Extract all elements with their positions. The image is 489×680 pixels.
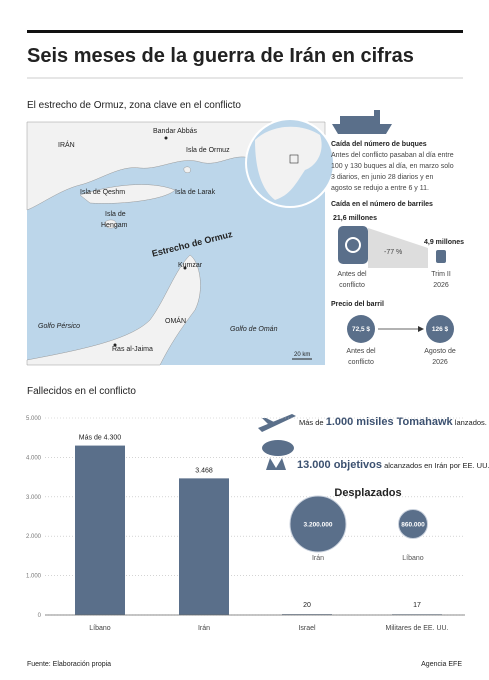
price-circle (426, 315, 454, 343)
bar (75, 445, 125, 615)
value-label: 3.200.000 (304, 522, 333, 529)
ships-text: Antes del conflicto pasaban al día entre (331, 152, 454, 159)
map-label: Isla de Ormuz (186, 147, 230, 154)
ships-text: agosto se redujo a entre 6 y 11. (331, 185, 429, 192)
annotation: 13.000 objetivos alcanzados en Irán por … (297, 459, 489, 471)
price-before: 72,5 $ (352, 326, 370, 333)
missile-icon (258, 414, 296, 432)
ships-title: Caída del número de buques (331, 141, 427, 148)
bar (179, 478, 229, 615)
ships-text: 3 diarios, en junio 28 diarios y en (331, 174, 433, 181)
explosion-icon (262, 440, 294, 470)
top-rule (27, 30, 463, 33)
barrels-label: Antes del (337, 271, 367, 278)
price-label: Agosto de (424, 348, 456, 355)
scale-label: 20 km (294, 352, 310, 358)
value-label: 3.468 (195, 467, 213, 474)
price-label: conflicto (348, 359, 374, 366)
x-tick-label: Líbano (89, 625, 111, 632)
map-label: OMÁN (165, 316, 186, 325)
price-circle (347, 315, 375, 343)
barrels-before: 21,6 millones (333, 215, 377, 222)
y-tick-label: 0 (38, 613, 42, 619)
source: Fuente: Elaboración propia (27, 661, 111, 668)
map-title: El estrecho de Ormuz, zona clave en el c… (27, 100, 241, 111)
price-after: 126 $ (432, 326, 449, 333)
y-tick-label: 3.000 (26, 495, 42, 501)
bubble-label: Líbano (402, 555, 424, 562)
annotation: Más de 1.000 misiles Tomahawk lanzados. (299, 416, 487, 428)
x-tick-label: Irán (198, 625, 210, 632)
map-label: Golfo de Omán (230, 326, 278, 333)
bubble (397, 508, 429, 540)
barrels-label: Trim II (431, 271, 451, 278)
bubble (289, 495, 347, 553)
map-label: IRÁN (58, 140, 75, 149)
decline-shape (368, 228, 428, 268)
value-label: Más de 4.300 (79, 435, 122, 442)
x-tick-label: Militares de EE. UU. (385, 625, 448, 632)
y-tick-label: 1.000 (26, 574, 42, 580)
map-label: Bandar Abbás (153, 128, 197, 135)
ships-text: 100 y 130 buques al día, en marzo solo (331, 163, 454, 170)
barrels-label: conflicto (339, 282, 365, 289)
chart-title: Fallecidos en el conflicto (27, 386, 136, 397)
map-label: Isla de Qeshm (80, 189, 125, 196)
y-tick-label: 4.000 (26, 455, 42, 461)
map-label: Isla de Larak (175, 189, 216, 196)
y-tick-label: 5.000 (26, 416, 42, 422)
bubble-label: Irán (312, 555, 324, 562)
map-label: Kumzar (178, 262, 203, 269)
title: Seis meses de la guerra de Irán en cifra… (27, 45, 414, 67)
map-label: Golfo Pérsico (38, 323, 80, 330)
arrow-head (418, 326, 424, 332)
ship-icon (332, 110, 392, 134)
map-label: Isla de (105, 211, 126, 218)
barrels-after: 4,9 millones (424, 239, 464, 246)
barrels-label: 2026 (433, 282, 449, 289)
bubble-title: Desplazados (334, 487, 401, 499)
value-label: 860.000 (401, 522, 425, 529)
value-label: 20 (303, 602, 311, 609)
x-tick-label: Israel (298, 625, 316, 632)
map (26, 118, 335, 366)
price-title: Precio del barril (331, 301, 384, 308)
price-label: Antes del (346, 348, 376, 355)
map-label: Ras al-Jaima (112, 346, 153, 353)
barrels-title: Caída en el número de barriles (331, 201, 433, 208)
price-label: 2026 (432, 359, 448, 366)
barrel-icon (436, 250, 446, 263)
value-label: 17 (413, 602, 421, 609)
y-tick-label: 2.000 (26, 534, 42, 540)
map-label: Hengam (101, 222, 128, 229)
barrels-change: -77 % (384, 249, 402, 256)
agency: Agencia EFE (421, 661, 462, 668)
barrel-icon (338, 226, 368, 264)
